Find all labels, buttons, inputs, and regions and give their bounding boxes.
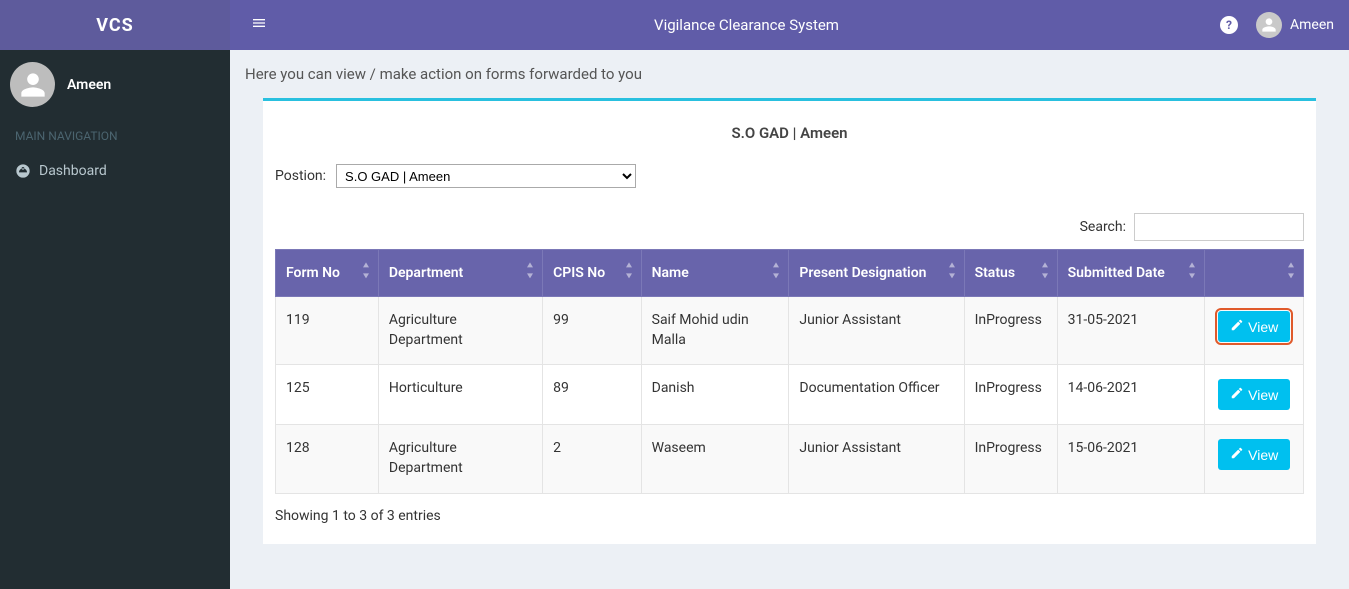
edit-icon [1230,318,1244,335]
cell-form_no: 128 [276,425,379,493]
panel-title: S.O GAD | Ameen [275,124,1304,142]
topbar: Vigilance Clearance System ? Ameen [230,0,1349,50]
column-header-department[interactable]: Department [378,250,542,297]
sort-icon [1039,263,1051,284]
sort-icon [946,263,958,284]
cell-department: Horticulture [378,365,542,425]
topbar-user-name: Ameen [1290,17,1334,33]
view-button[interactable]: View [1218,311,1290,342]
sort-icon [360,263,372,284]
sort-icon [770,263,782,284]
page-title: Vigilance Clearance System [273,16,1220,34]
cell-submitted: 31-05-2021 [1057,297,1205,365]
cell-department: Agriculture Department [378,297,542,365]
cell-designation: Documentation Officer [789,365,964,425]
content-area: Here you can view / make action on forms… [230,50,1349,589]
cell-name: Danish [641,365,789,425]
column-header-form_no[interactable]: Form No [276,250,379,297]
sidebar: VCS Ameen MAIN NAVIGATION Dashboard [0,0,230,589]
topbar-user-menu[interactable]: Ameen [1256,12,1334,38]
sidebar-item-dashboard[interactable]: Dashboard [0,153,230,189]
nav-header: MAIN NAVIGATION [0,119,230,153]
table-row: 128Agriculture Department2WaseemJunior A… [276,425,1304,493]
view-label: View [1248,387,1278,403]
column-header-action[interactable] [1205,250,1304,297]
search-label: Search: [1080,219,1126,235]
content-subtitle: Here you can view / make action on forms… [245,65,1334,83]
brand-logo: VCS [0,0,230,50]
menu-toggle-button[interactable] [245,9,273,41]
avatar [10,62,55,107]
user-icon [19,71,47,99]
cell-status: InProgress [964,365,1057,425]
column-header-name[interactable]: Name [641,250,789,297]
cell-cpis_no: 99 [543,297,642,365]
table-row: 119Agriculture Department99Saif Mohid ud… [276,297,1304,365]
column-header-cpis_no[interactable]: CPIS No [543,250,642,297]
position-row: Postion: S.O GAD | Ameen [275,164,1304,188]
view-label: View [1248,447,1278,463]
view-button[interactable]: View [1218,439,1290,470]
column-header-designation[interactable]: Present Designation [789,250,964,297]
main-panel: S.O GAD | Ameen Postion: S.O GAD | Ameen… [263,98,1316,544]
cell-action: View [1205,297,1304,365]
cell-cpis_no: 89 [543,365,642,425]
cell-designation: Junior Assistant [789,425,964,493]
table-row: 125Horticulture89DanishDocumentation Off… [276,365,1304,425]
search-row: Search: [275,213,1304,241]
position-select[interactable]: S.O GAD | Ameen [336,164,636,188]
topbar-avatar [1256,12,1282,38]
dashboard-icon [15,163,31,179]
position-label: Postion: [275,168,326,184]
cell-submitted: 14-06-2021 [1057,365,1205,425]
column-header-submitted[interactable]: Submitted Date [1057,250,1205,297]
cell-action: View [1205,365,1304,425]
edit-icon [1230,386,1244,403]
cell-name: Saif Mohid udin Malla [641,297,789,365]
sidebar-user-name: Ameen [67,77,111,93]
cell-department: Agriculture Department [378,425,542,493]
cell-designation: Junior Assistant [789,297,964,365]
cell-name: Waseem [641,425,789,493]
forms-table: Form NoDepartmentCPIS NoNamePresent Desi… [275,249,1304,494]
hamburger-icon [251,15,267,31]
cell-status: InProgress [964,297,1057,365]
view-button[interactable]: View [1218,379,1290,410]
help-button[interactable]: ? [1220,16,1238,34]
sidebar-user-panel: Ameen [0,50,230,119]
sort-icon [1285,263,1297,284]
sidebar-item-label: Dashboard [39,163,107,179]
cell-cpis_no: 2 [543,425,642,493]
sort-icon [1186,263,1198,284]
user-icon [1261,17,1277,33]
column-header-status[interactable]: Status [964,250,1057,297]
view-label: View [1248,319,1278,335]
cell-form_no: 119 [276,297,379,365]
sort-icon [524,263,536,284]
table-info: Showing 1 to 3 of 3 entries [275,508,1304,524]
cell-action: View [1205,425,1304,493]
cell-status: InProgress [964,425,1057,493]
search-input[interactable] [1134,213,1304,241]
cell-form_no: 125 [276,365,379,425]
edit-icon [1230,446,1244,463]
sort-icon [623,263,635,284]
cell-submitted: 15-06-2021 [1057,425,1205,493]
